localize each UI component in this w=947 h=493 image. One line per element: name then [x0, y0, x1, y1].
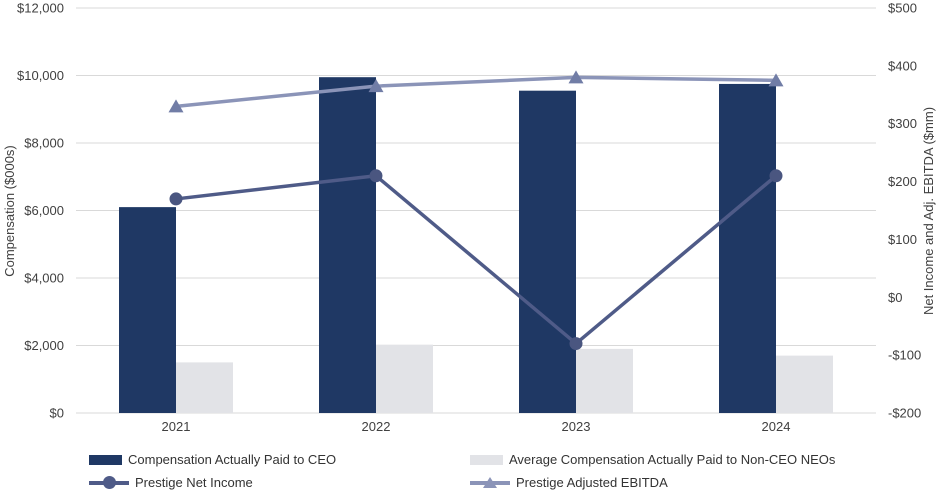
bar-nonceo-2023 — [576, 348, 633, 413]
circle-marker-2024 — [769, 169, 783, 183]
left-axis-tick: $0 — [50, 406, 64, 421]
x-axis-label-2024: 2024 — [762, 419, 791, 434]
legend-swatch-ceo-bar — [89, 454, 122, 465]
triangle-marker-2022 — [368, 79, 384, 93]
right-axis-tick: $400 — [888, 58, 917, 73]
legend-item-adjusted-ebitda: Prestige Adjusted EBITDA — [470, 472, 919, 493]
line-prestige-adjusted-ebitda — [175, 75, 777, 109]
bar-ceo-2023 — [519, 90, 576, 413]
triangle-marker-2021 — [168, 99, 184, 113]
legend-swatch-nonceo-bar — [470, 454, 503, 465]
gridlines — [76, 7, 876, 414]
bar-ceo-2022 — [319, 77, 376, 413]
right-axis-tick: -$100 — [888, 348, 921, 363]
bar-nonceo-2021 — [176, 362, 233, 413]
circle-marker-2022 — [369, 169, 383, 183]
legend-swatch-net-income-line — [89, 476, 129, 490]
right-axis-tick: $300 — [888, 116, 917, 131]
bar-ceo-2021 — [119, 207, 176, 413]
bar-nonceo-2024 — [776, 355, 833, 413]
right-axis-tick: $100 — [888, 232, 917, 247]
legend-item-nonceo-compensation: Average Compensation Actually Paid to No… — [470, 449, 919, 470]
right-axis-title: Net Income and Adj. EBITDA ($mm) — [921, 107, 936, 315]
chart-plot-area: $0 $2,000 $4,000 $6,000 $8,000 $10,000 $12,000… — [2, 1, 936, 435]
bar-ceo-2024 — [719, 83, 776, 413]
circle-marker-2023 — [569, 337, 583, 351]
circle-marker-icon — [102, 476, 116, 489]
x-axis-label-2022: 2022 — [362, 419, 391, 434]
right-axis-tick: -$200 — [888, 406, 921, 421]
legend-item-ceo-compensation: Compensation Actually Paid to CEO — [89, 449, 470, 470]
left-axis-title: Compensation ($000s) — [2, 145, 17, 277]
legend-label-net-income: Prestige Net Income — [135, 475, 253, 490]
triangle-marker-icon — [483, 476, 497, 488]
right-axis-tick: $0 — [888, 290, 902, 305]
chart-legend: Compensation Actually Paid to CEO Averag… — [89, 449, 919, 493]
left-axis-tick: $10,000 — [17, 68, 64, 83]
legend-item-net-income: Prestige Net Income — [89, 472, 470, 493]
line-prestige-net-income — [175, 174, 778, 346]
bar-nonceo-2022 — [376, 344, 433, 413]
triangle-marker-2024 — [768, 73, 784, 87]
right-axis-tick: $200 — [888, 174, 917, 189]
axis-ticks: $0 $2,000 $4,000 $6,000 $8,000 $10,000 $12,000… — [17, 1, 921, 435]
x-axis-label-2021: 2021 — [162, 419, 191, 434]
x-axis-label-2023: 2023 — [562, 419, 591, 434]
left-axis-tick: $4,000 — [24, 271, 64, 286]
right-axis-tick: $500 — [888, 1, 917, 16]
circle-marker-2021 — [169, 192, 183, 206]
lines — [168, 70, 784, 351]
legend-label-ceo-compensation: Compensation Actually Paid to CEO — [128, 452, 337, 467]
left-axis-tick: $6,000 — [24, 203, 64, 218]
left-axis-tick: $12,000 — [17, 1, 64, 16]
legend-swatch-ebitda-line — [470, 476, 510, 490]
legend-label-adjusted-ebitda: Prestige Adjusted EBITDA — [516, 475, 668, 490]
left-axis-tick: $8,000 — [24, 136, 64, 151]
legend-label-nonceo-compensation: Average Compensation Actually Paid to No… — [509, 452, 836, 467]
left-axis-tick: $2,000 — [24, 338, 64, 353]
bars — [119, 77, 833, 413]
triangle-marker-2023 — [568, 70, 584, 84]
